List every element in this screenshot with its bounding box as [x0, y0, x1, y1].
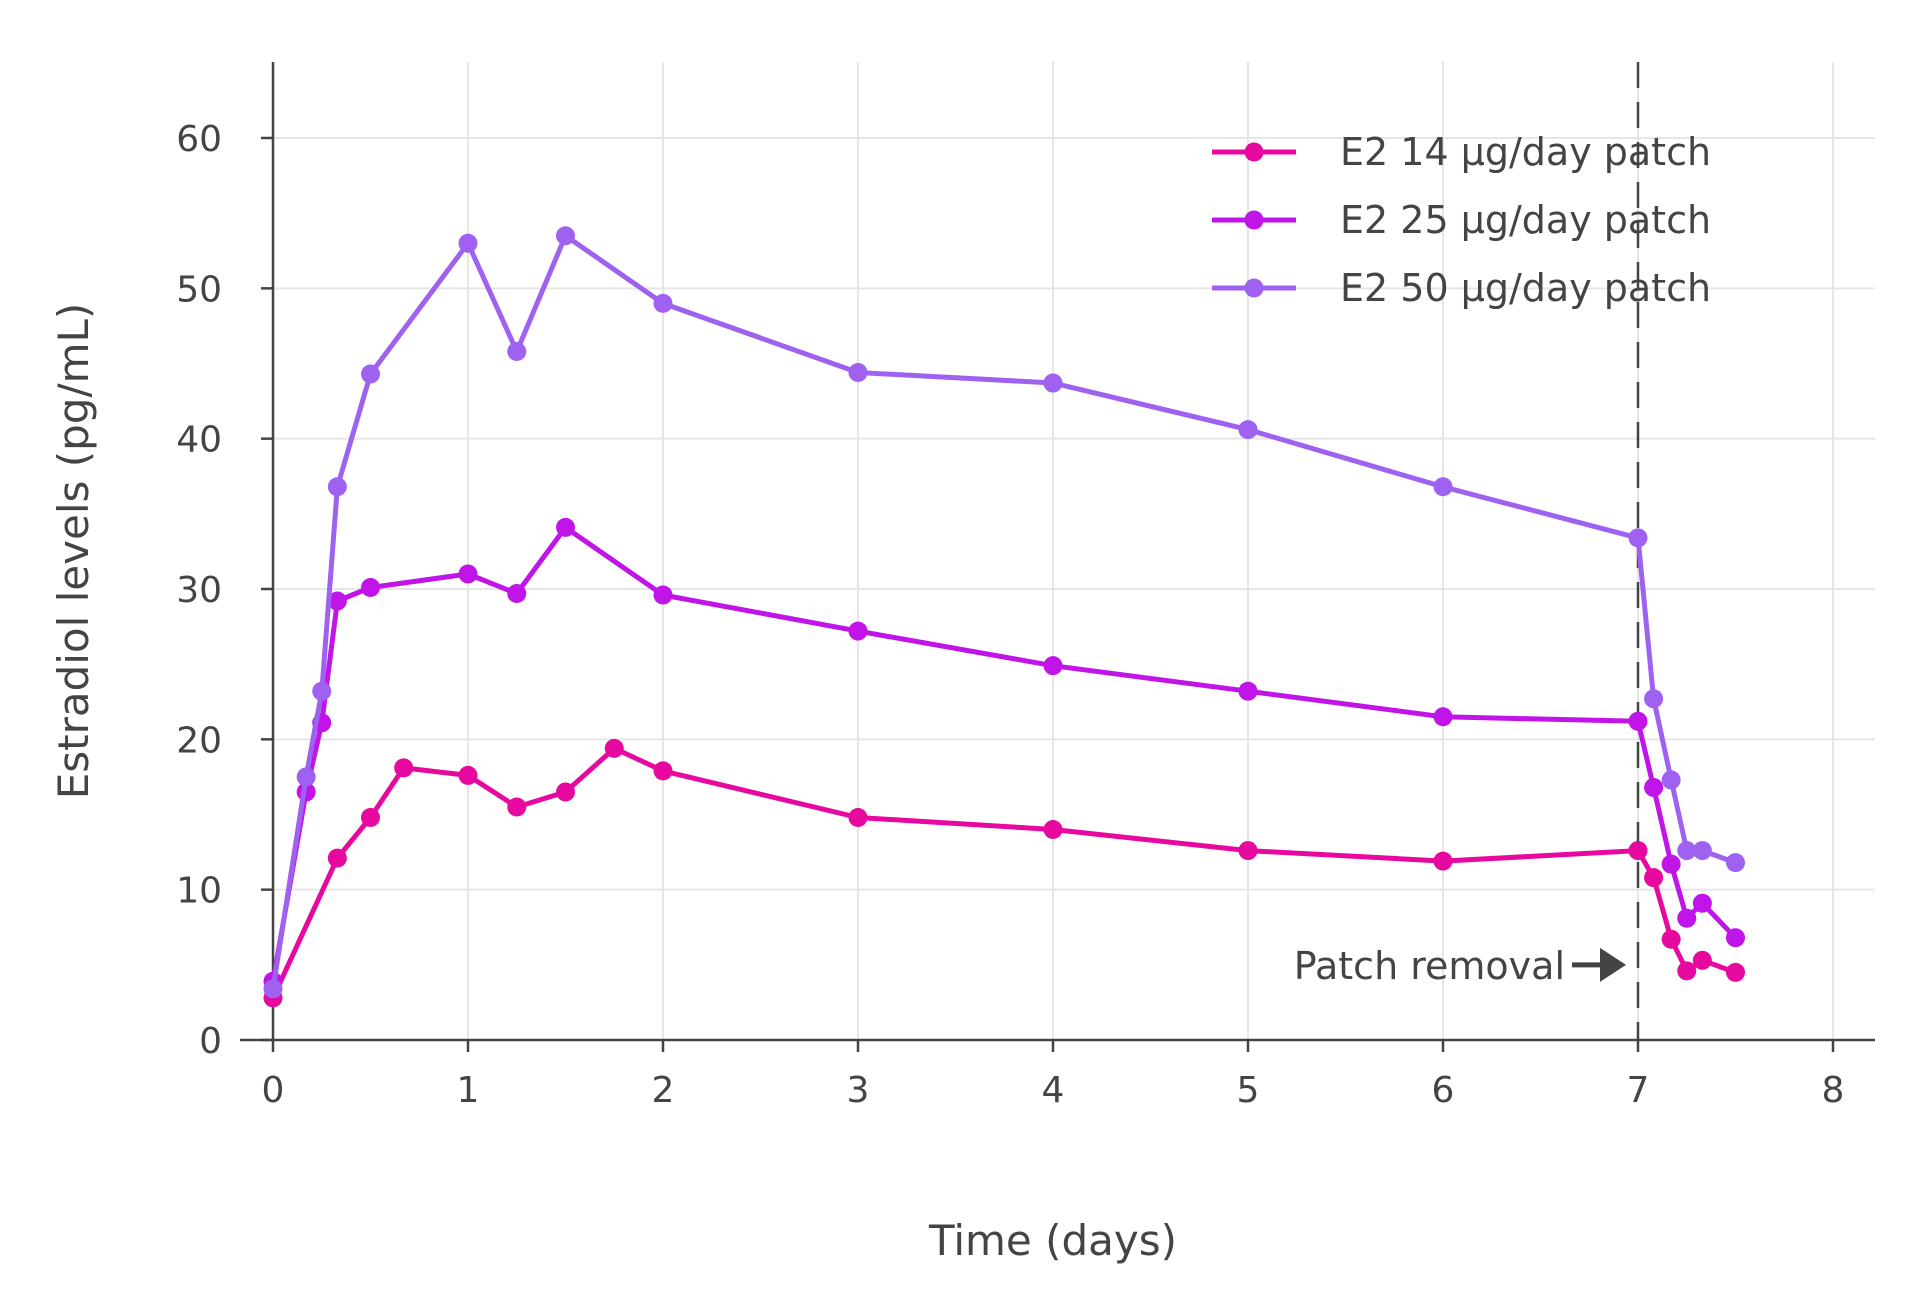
data-point — [1628, 711, 1648, 731]
legend-item-1: E2 14 μg/day patch — [1212, 130, 1711, 174]
data-point — [848, 363, 868, 383]
legend-item-2: E2 25 μg/day patch — [1212, 198, 1711, 242]
legend-marker — [1244, 210, 1264, 230]
data-point — [1043, 656, 1063, 676]
legend-marker — [1244, 278, 1264, 298]
data-point — [458, 564, 478, 584]
legend-label: E2 14 μg/day patch — [1340, 130, 1711, 174]
series-1 — [263, 738, 1745, 1008]
data-point — [1677, 908, 1697, 928]
data-point — [1692, 893, 1712, 913]
data-point — [1628, 841, 1648, 861]
data-point — [507, 797, 527, 817]
data-point — [507, 584, 527, 604]
data-point — [507, 341, 527, 361]
data-point — [1661, 929, 1681, 949]
data-point — [327, 477, 347, 497]
data-point — [1677, 841, 1697, 861]
x-tick-label: 2 — [652, 1070, 675, 1111]
data-point — [1661, 770, 1681, 790]
axes: 0 1 2 3 4 5 6 7 8 0 10 20 30 40 50 60 — [176, 62, 1875, 1111]
y-tick-label: 10 — [176, 871, 222, 912]
x-axis-title: Time (days) — [928, 1216, 1177, 1265]
data-point — [556, 782, 575, 802]
data-point — [848, 808, 868, 828]
data-point — [1238, 681, 1258, 701]
legend-label: E2 50 μg/day patch — [1340, 266, 1711, 310]
data-point — [1677, 961, 1697, 981]
data-point — [1433, 851, 1453, 871]
series-2 — [263, 517, 1745, 991]
y-tick-label: 60 — [176, 119, 222, 160]
x-tick-label: 5 — [1237, 1070, 1260, 1111]
data-point — [1692, 950, 1712, 970]
data-point — [1238, 420, 1258, 440]
data-point — [327, 848, 347, 868]
legend-item-3: E2 50 μg/day patch — [1212, 266, 1711, 310]
y-tick-label: 30 — [176, 570, 222, 611]
data-point — [361, 577, 380, 597]
annotations: Patch removal — [1294, 944, 1626, 988]
x-tick-label: 1 — [457, 1070, 480, 1111]
data-point — [556, 226, 575, 246]
data-point — [263, 979, 283, 999]
data-point — [1433, 707, 1453, 727]
x-tick-label: 4 — [1042, 1070, 1065, 1111]
data-point — [312, 681, 332, 701]
data-point — [1726, 962, 1745, 982]
data-point — [653, 585, 673, 605]
patch-removal-label: Patch removal — [1294, 944, 1565, 988]
legend: E2 14 μg/day patch E2 25 μg/day patch E2 5… — [1212, 130, 1711, 310]
data-point — [1661, 854, 1681, 874]
data-point — [1726, 853, 1745, 873]
data-point — [1043, 373, 1063, 393]
y-tick-label: 0 — [199, 1021, 222, 1062]
data-point — [1644, 777, 1664, 797]
legend-marker — [1244, 142, 1264, 162]
data-point — [1644, 868, 1664, 888]
data-point — [458, 233, 478, 253]
data-point — [848, 621, 868, 641]
y-tick-label: 50 — [176, 269, 222, 310]
data-point — [327, 591, 347, 611]
data-point — [1644, 689, 1664, 709]
data-point — [653, 293, 673, 313]
data-point — [604, 738, 624, 758]
y-axis-title: Estradiol levels (pg/mL) — [49, 303, 98, 800]
x-tick-label: 7 — [1627, 1070, 1650, 1111]
x-tick-label: 0 — [262, 1070, 285, 1111]
data-point — [1043, 820, 1063, 840]
data-point — [1433, 477, 1453, 497]
y-tick-label: 20 — [176, 720, 222, 761]
legend-label: E2 25 μg/day patch — [1340, 198, 1711, 242]
annotation-arrow-head — [1600, 947, 1626, 982]
gridlines — [273, 62, 1875, 1040]
data-point — [556, 517, 575, 537]
x-tick-label: 8 — [1822, 1070, 1845, 1111]
data-point — [1692, 841, 1712, 861]
data-point — [458, 765, 478, 785]
data-series — [263, 226, 1745, 1008]
x-tick-label: 6 — [1432, 1070, 1455, 1111]
data-point — [1726, 928, 1745, 948]
data-point — [1238, 841, 1258, 861]
data-point — [296, 767, 316, 787]
y-tick-label: 40 — [176, 420, 222, 461]
series-3 — [263, 226, 1745, 999]
data-point — [361, 808, 380, 828]
data-point — [361, 364, 380, 384]
data-point — [394, 758, 414, 778]
data-point — [653, 761, 673, 781]
data-point — [1628, 528, 1648, 548]
x-tick-label: 3 — [847, 1070, 870, 1111]
